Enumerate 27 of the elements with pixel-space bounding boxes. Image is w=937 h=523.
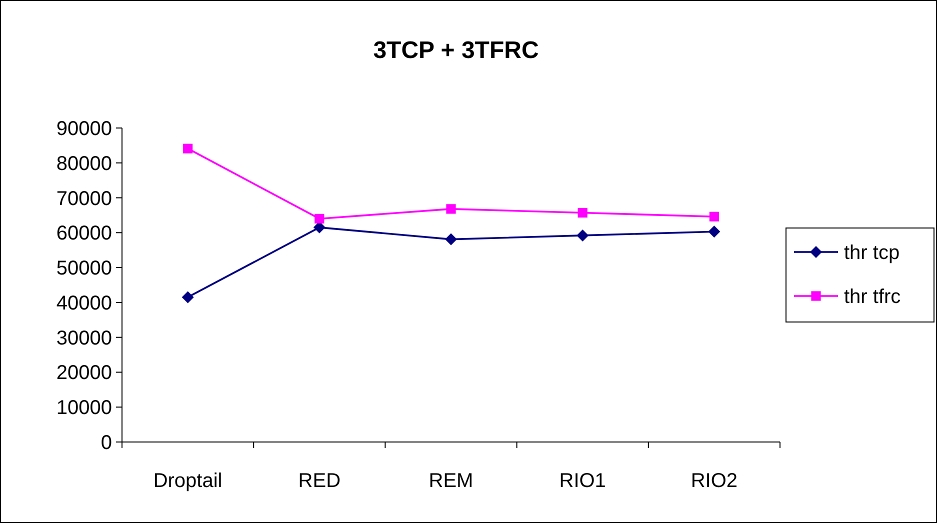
point	[445, 233, 457, 246]
x-tick-label: RIO2	[690, 470, 738, 492]
y-tick-label: 60000	[56, 222, 112, 245]
y-tick-label: 40000	[56, 292, 112, 314]
point	[446, 204, 456, 214]
y-tick-label: 30000	[56, 327, 112, 350]
chart-title: 3TCP + 3TFRC	[373, 37, 539, 64]
x-tick-label: REM	[428, 470, 474, 492]
y-tick-label: 90000	[56, 118, 112, 140]
x-tick-label: RIO1	[559, 470, 606, 492]
legend-label: thr tcp	[844, 242, 900, 264]
legend-label: thr tfrc	[844, 286, 901, 308]
point	[576, 229, 589, 242]
y-tick-label: 70000	[56, 188, 112, 210]
point	[708, 226, 720, 238]
x-tick-label: RED	[298, 470, 341, 492]
y-tick-label: 80000	[56, 152, 112, 175]
y-tick-label: 50000	[56, 258, 112, 280]
y-tick-label: 0	[100, 432, 112, 454]
point	[578, 208, 588, 218]
y-tick-label: 10000	[56, 397, 112, 420]
x-tick-label: Droptail	[153, 470, 222, 492]
point	[182, 291, 194, 304]
point	[183, 144, 193, 154]
y-tick-label: 20000	[56, 362, 112, 384]
point	[314, 214, 324, 224]
point	[709, 212, 719, 222]
